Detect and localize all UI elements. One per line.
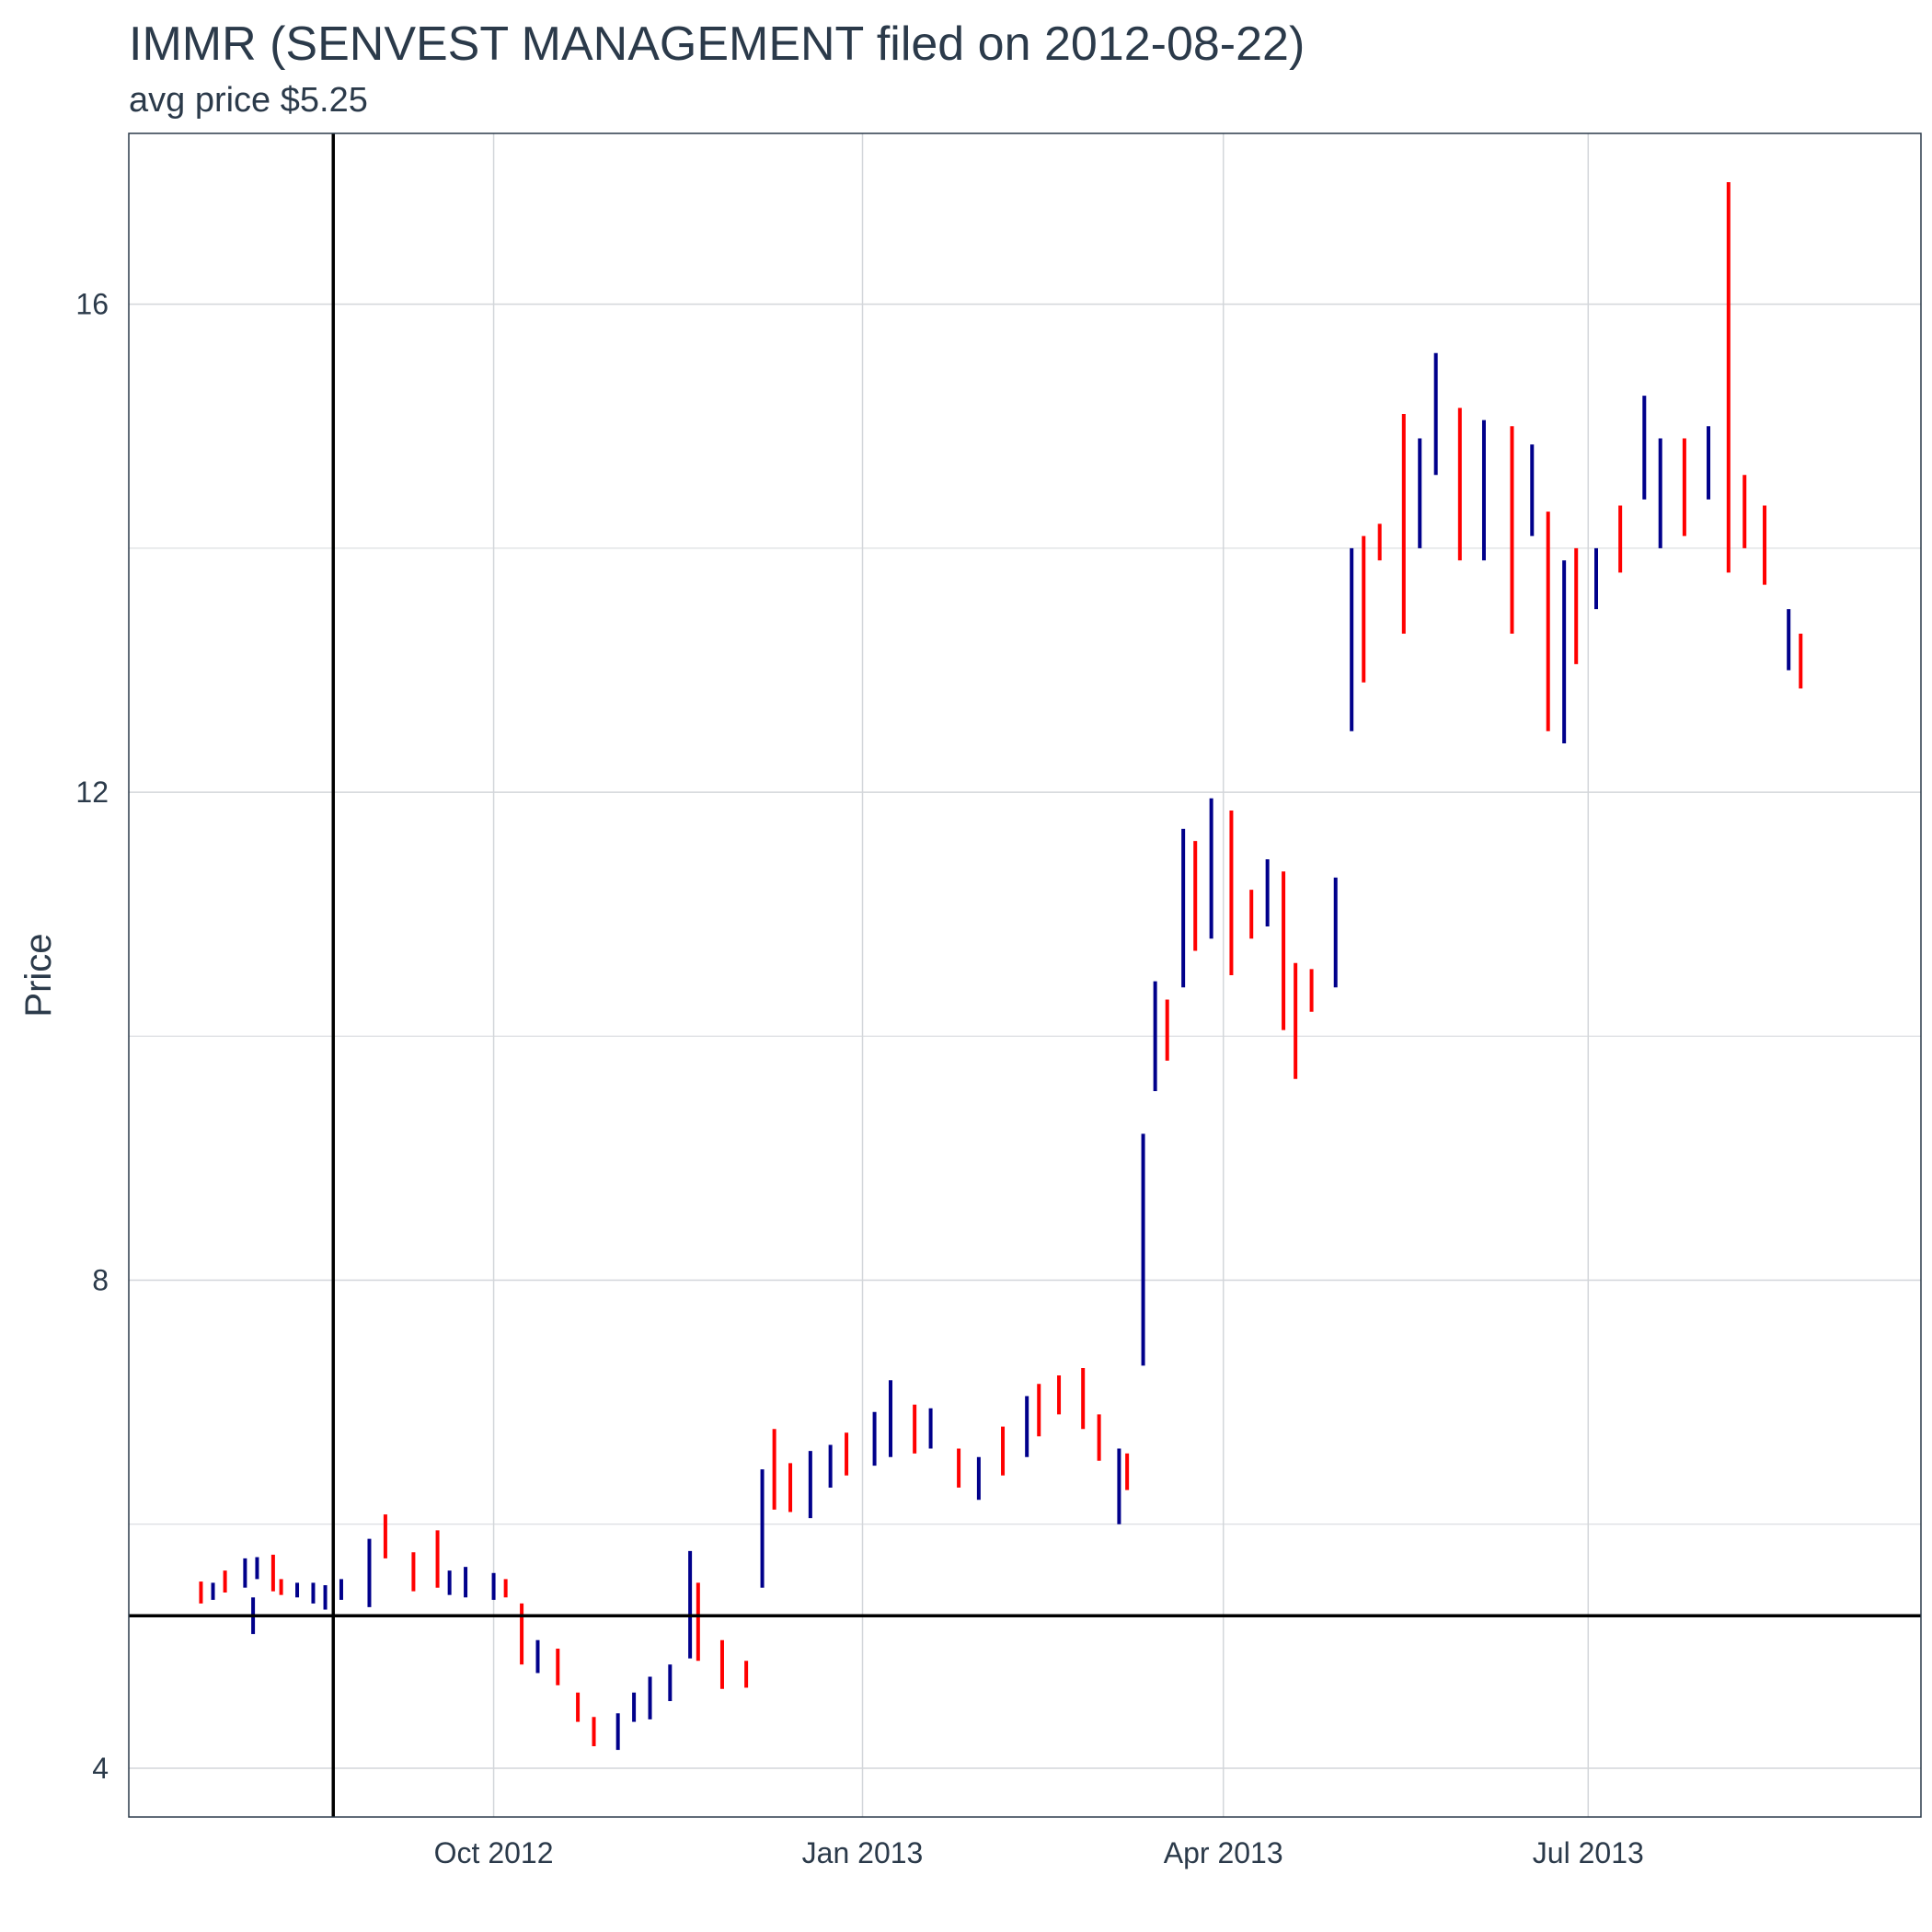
- y-axis-title: Price: [18, 933, 59, 1017]
- reference-lines: [129, 133, 1921, 1817]
- chart-title: IMMR (SENVEST MANAGEMENT filed on 2012-0…: [129, 17, 1305, 71]
- grid-layer: [129, 133, 1921, 1817]
- chart-subtitle: avg price $5.25: [129, 81, 368, 120]
- y-tick-label: 16: [75, 288, 109, 321]
- x-tick-label: Jul 2013: [1533, 1836, 1644, 1869]
- axis-ticks: 4 8 12 16 Oct 2012 Jan 2013 Apr 2013 Jul 2013: [75, 288, 1643, 1869]
- price-bars: [199, 182, 1803, 1751]
- y-tick-label: 8: [92, 1264, 109, 1297]
- y-tick-label: 12: [75, 776, 109, 809]
- y-tick-label: 4: [92, 1752, 109, 1785]
- x-tick-label: Oct 2012: [434, 1836, 554, 1869]
- x-tick-label: Jan 2013: [802, 1836, 924, 1869]
- x-tick-label: Apr 2013: [1164, 1836, 1283, 1869]
- plot-frame: [128, 132, 1922, 1818]
